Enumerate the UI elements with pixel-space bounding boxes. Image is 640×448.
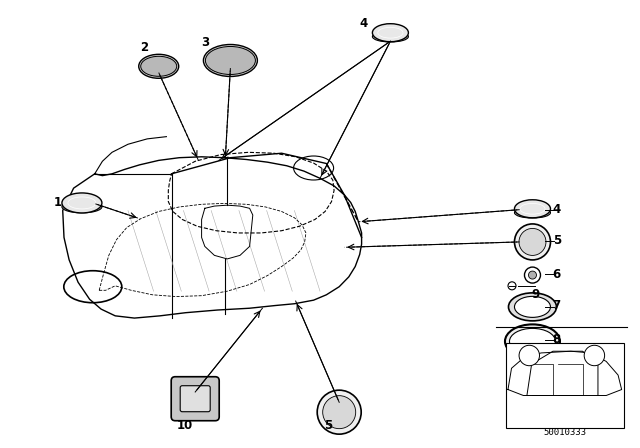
Text: 5: 5 xyxy=(324,419,332,432)
Text: 2: 2 xyxy=(140,40,148,54)
Circle shape xyxy=(515,224,550,260)
Ellipse shape xyxy=(62,193,102,213)
Ellipse shape xyxy=(515,207,550,218)
Text: 6: 6 xyxy=(553,267,561,281)
FancyBboxPatch shape xyxy=(180,386,210,412)
Ellipse shape xyxy=(515,297,550,317)
Circle shape xyxy=(525,267,540,283)
Circle shape xyxy=(584,345,605,366)
Ellipse shape xyxy=(505,324,560,358)
Ellipse shape xyxy=(515,200,550,218)
Circle shape xyxy=(529,271,536,279)
Circle shape xyxy=(519,228,546,255)
Ellipse shape xyxy=(372,31,408,42)
Circle shape xyxy=(508,282,516,290)
Ellipse shape xyxy=(509,328,556,354)
Ellipse shape xyxy=(62,201,102,213)
Ellipse shape xyxy=(205,47,255,74)
Ellipse shape xyxy=(372,24,408,42)
Circle shape xyxy=(519,345,540,366)
Text: 8: 8 xyxy=(553,333,561,346)
Bar xyxy=(506,343,624,428)
Ellipse shape xyxy=(139,54,179,78)
Text: 3: 3 xyxy=(201,36,209,49)
Text: 1: 1 xyxy=(54,196,61,209)
Circle shape xyxy=(317,390,361,434)
Ellipse shape xyxy=(204,44,257,77)
Ellipse shape xyxy=(509,293,557,321)
Text: 9: 9 xyxy=(531,288,539,302)
Text: 4: 4 xyxy=(553,203,561,216)
Circle shape xyxy=(323,396,356,429)
Text: 50010333: 50010333 xyxy=(543,428,586,437)
Text: 10: 10 xyxy=(176,419,193,432)
Ellipse shape xyxy=(141,56,177,76)
Text: 4: 4 xyxy=(360,17,367,30)
FancyBboxPatch shape xyxy=(172,377,219,421)
Text: 5: 5 xyxy=(553,234,561,247)
Text: 7: 7 xyxy=(553,299,561,313)
